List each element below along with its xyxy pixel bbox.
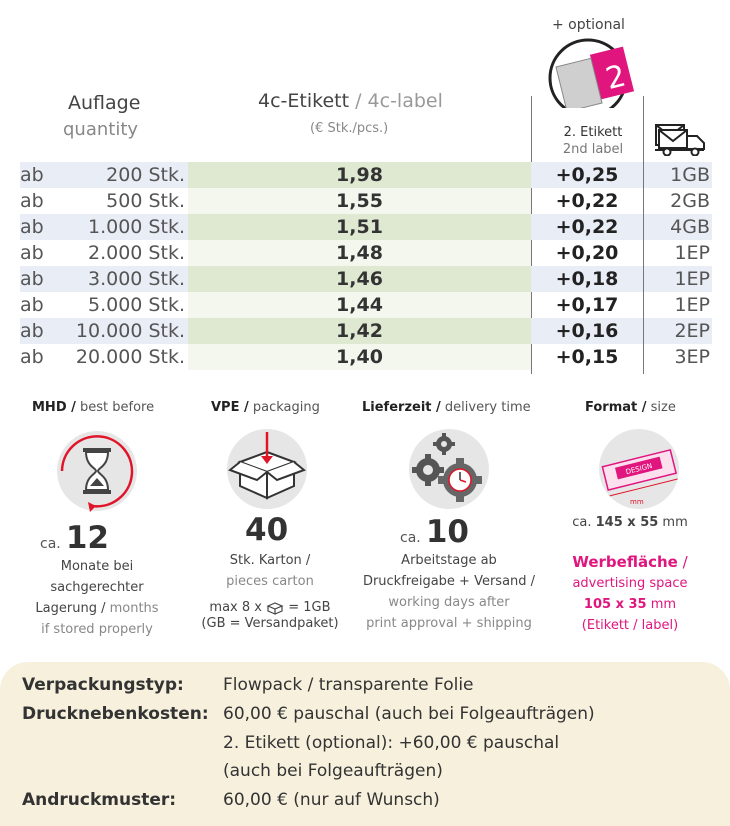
gears-clock-icon: [409, 429, 489, 509]
label-de: 4c-Etikett: [258, 90, 350, 112]
column-header-quantity: quantity: [63, 119, 139, 140]
second-label-icon: 2: [548, 38, 635, 116]
column-header-auflage: Auflage: [68, 92, 141, 114]
row-price: 1,40: [336, 346, 383, 368]
row-shipping: 2EP: [674, 320, 710, 342]
shipping-truck-icon: [655, 124, 705, 156]
row-second-label-price: +0,16: [555, 320, 619, 342]
row-quantity: 1.000 Stk.: [88, 216, 185, 238]
row-shipping: 2GB: [670, 190, 710, 212]
format-value: ca. 145 x 55 mm: [572, 515, 688, 530]
row-shipping: 1EP: [674, 242, 710, 264]
format-title: Format / size: [585, 400, 676, 415]
table-row: ab 1.000 Stk. 1,51 +0,22 4GB: [20, 214, 712, 240]
row-ab: ab: [20, 190, 44, 212]
second-label-en: 2nd label: [562, 142, 624, 157]
row-second-label-price: +0,20: [555, 242, 619, 264]
row-quantity: 10.000 Stk.: [75, 320, 185, 342]
table-row: ab 200 Stk. 1,98 +0,25 1GB: [20, 162, 712, 188]
row-second-label-price: +0,15: [555, 346, 619, 368]
werbeflaeche-description: Werbefläche / advertising space 105 x 35…: [572, 553, 688, 633]
drucknebenkosten-value-3: (auch bei Folgeaufträgen): [223, 761, 443, 781]
bottom-info-box: [0, 662, 730, 826]
box-icon: [227, 429, 307, 509]
row-price: 1,55: [336, 190, 383, 212]
label-en: 4c-label: [367, 90, 443, 112]
row-quantity: 5.000 Stk.: [88, 294, 185, 316]
table-row: ab 5.000 Stk. 1,44 +0,17 1EP: [20, 292, 712, 318]
row-price: 1,98: [336, 164, 383, 186]
andruckmuster-label: Andruckmuster:: [22, 790, 177, 810]
optional-label: + optional: [552, 17, 625, 33]
mhd-title: MHD / best before: [32, 400, 155, 415]
vpe-note: max 8 x = 1GB (GB = Versandpaket): [201, 600, 339, 631]
row-shipping: 1EP: [674, 268, 710, 290]
row-shipping: 3EP: [674, 346, 710, 368]
row-quantity: 2.000 Stk.: [88, 242, 185, 264]
column-header-4c-label: 4c-Etikett / 4c-label: [258, 90, 443, 112]
row-second-label-price: +0,22: [555, 216, 619, 238]
table-row: ab 3.000 Stk. 1,46 +0,18 1EP: [20, 266, 712, 292]
column-header-second-label: 2. Etikett 2nd label: [558, 124, 628, 158]
row-price: 1,46: [336, 268, 383, 290]
hourglass-icon: [57, 431, 137, 512]
drucknebenkosten-value-1: 60,00 € pauschal (auch bei Folgeaufträge…: [223, 704, 595, 724]
lieferzeit-description: Arbeitstage ab Druckfreigabe + Versand /…: [362, 553, 536, 631]
row-ab: ab: [20, 216, 44, 238]
mhd-value: ca. 12: [40, 520, 109, 556]
lieferzeit-value: ca. 10: [400, 514, 469, 550]
vpe-description: Stk. Karton / pieces carton: [226, 553, 314, 589]
second-label-de: 2. Etikett: [563, 125, 623, 140]
drucknebenkosten-value-2: 2. Etikett (optional): +60,00 € pauschal: [223, 733, 560, 753]
row-ab: ab: [20, 346, 44, 368]
drucknebenkosten-label: Drucknebenkosten:: [22, 704, 209, 724]
row-ab: ab: [20, 242, 44, 264]
row-shipping: 1EP: [674, 294, 710, 316]
table-row: ab 500 Stk. 1,55 +0,22 2GB: [20, 188, 712, 214]
table-row: ab 2.000 Stk. 1,48 +0,20 1EP: [20, 240, 712, 266]
row-second-label-price: +0,17: [555, 294, 619, 316]
row-quantity: 500 Stk.: [106, 190, 185, 212]
row-quantity: 3.000 Stk.: [88, 268, 185, 290]
row-shipping: 1GB: [670, 164, 710, 186]
row-ab: ab: [20, 294, 44, 316]
row-ab: ab: [20, 164, 44, 186]
verpackungstyp-value: Flowpack / transparente Folie: [223, 675, 474, 695]
row-quantity: 20.000 Stk.: [75, 346, 185, 368]
table-row: ab 10.000 Stk. 1,42 +0,16 2EP: [20, 318, 712, 344]
row-shipping: 4GB: [670, 216, 710, 238]
small-box-icon: [266, 601, 284, 615]
table-row: ab 20.000 Stk. 1,40 +0,15 3EP: [20, 344, 712, 370]
mhd-description: Monate bei sachgerechter Lagerung / mont…: [35, 559, 159, 637]
row-price: 1,51: [336, 216, 383, 238]
row-price: 1,48: [336, 242, 383, 264]
divider-shipping: [643, 96, 644, 374]
verpackungstyp-label: Verpackungstyp:: [22, 675, 184, 695]
row-second-label-price: +0,18: [555, 268, 619, 290]
label-size-icon: DESIGN mm: [599, 429, 679, 509]
vpe-title: VPE / packaging: [211, 400, 320, 415]
vpe-value: 40: [245, 512, 289, 548]
row-ab: ab: [20, 268, 44, 290]
label-sep: /: [349, 90, 368, 112]
row-quantity: 200 Stk.: [106, 164, 185, 186]
row-price: 1,44: [336, 294, 383, 316]
row-price: 1,42: [336, 320, 383, 342]
row-ab: ab: [20, 320, 44, 342]
andruckmuster-value: 60,00 € (nur auf Wunsch): [223, 790, 440, 810]
mm-label-text: mm: [630, 498, 644, 506]
column-header-unit: (€ Stk./pcs.): [310, 121, 389, 136]
lieferzeit-title: Lieferzeit / delivery time: [362, 400, 531, 415]
row-second-label-price: +0,22: [555, 190, 619, 212]
row-second-label-price: +0,25: [555, 164, 619, 186]
